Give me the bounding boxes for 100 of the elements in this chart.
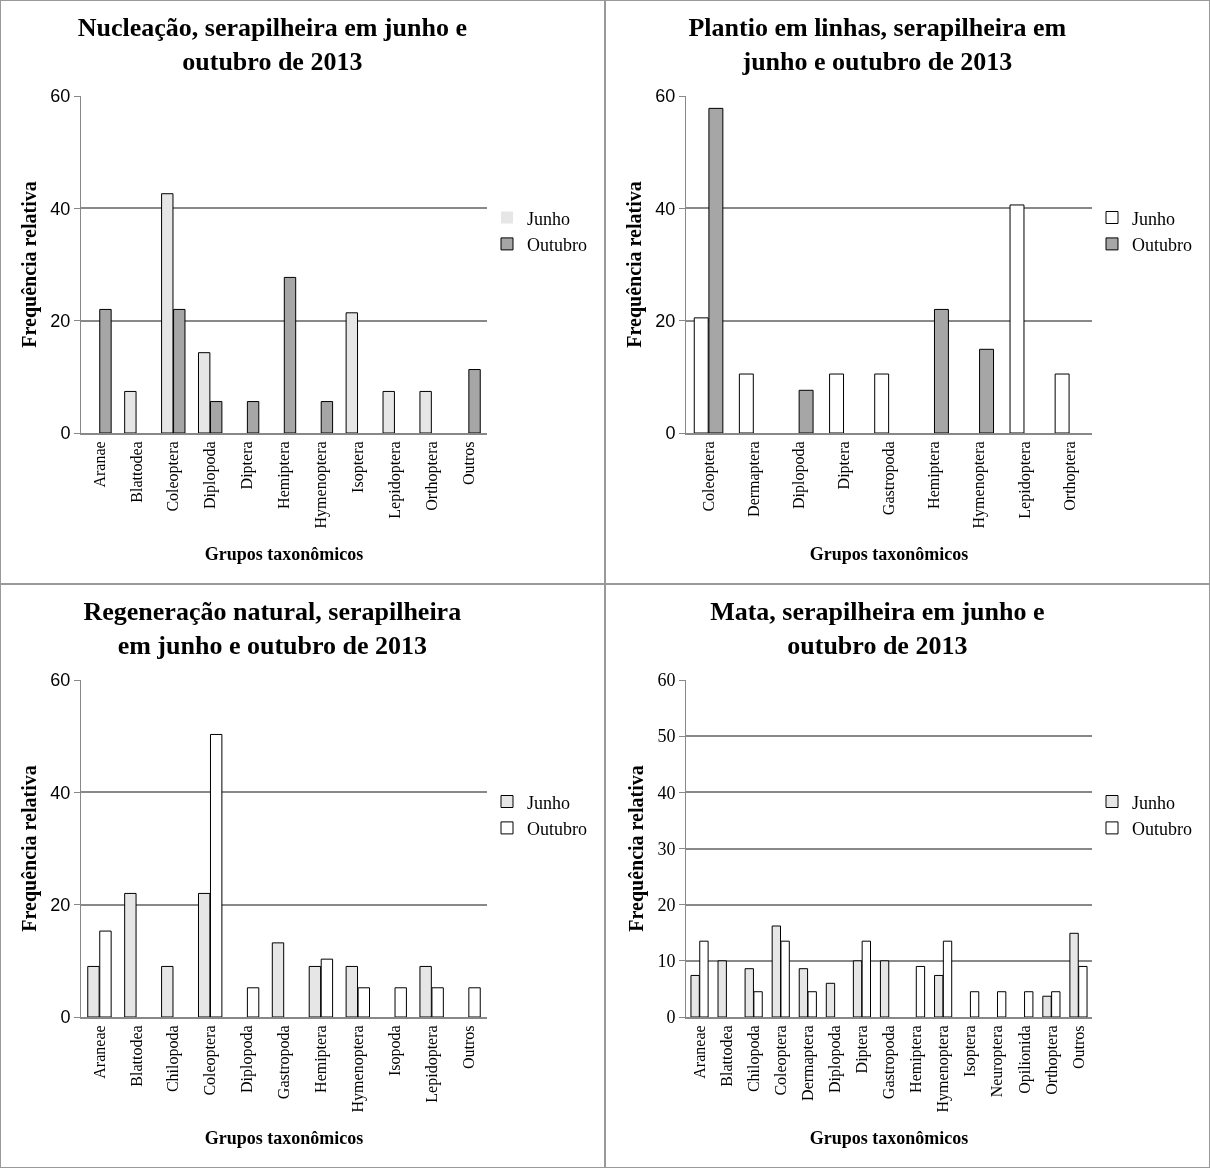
x-tick-label: Outros: [1069, 1025, 1087, 1069]
x-tick-label: Blattodea: [127, 441, 145, 503]
y-tick-label: 50: [657, 726, 676, 747]
y-tick-label: 30: [657, 838, 676, 859]
x-tick-label: Gastropoda: [880, 441, 899, 516]
bar: [419, 390, 432, 433]
y-tick-label: 60: [50, 86, 71, 107]
legend-label: Outubro: [1132, 234, 1192, 255]
bar: [161, 965, 174, 1017]
x-tick-label: Dermaptera: [799, 1025, 817, 1101]
bar: [798, 389, 814, 433]
bar: [1054, 373, 1070, 433]
y-tick-label: 20: [50, 310, 71, 331]
x-tick-label: Coleoptera: [771, 1025, 790, 1096]
x-tick-label: Orthoptera: [422, 441, 441, 511]
y-axis-title: Frequência relativa: [624, 765, 648, 932]
x-tick-label: Blattodea: [127, 1025, 145, 1087]
bar: [996, 991, 1007, 1017]
bar: [1024, 991, 1034, 1017]
y-tick-label: 60: [50, 670, 71, 691]
legend-label: Junho: [1132, 792, 1176, 813]
bar: [879, 960, 890, 1017]
bar: [915, 965, 926, 1017]
x-tick-label: Gastropoda: [275, 1025, 294, 1100]
x-tick-label: Isoptera: [349, 441, 368, 493]
x-tick-label: Diplopoda: [201, 441, 220, 509]
y-tick-label: 20: [657, 894, 676, 915]
x-tick-label: Hemiptera: [312, 1025, 331, 1093]
y-axis-title: Frequência relativa: [17, 181, 41, 348]
y-tick-label: 40: [655, 198, 676, 219]
chart-title: Nucleação, serapilheira em junho e outubro de 2013: [77, 12, 467, 76]
x-tick-label: Neuroptera: [988, 1025, 1007, 1098]
x-axis-title: Grupos taxonômicos: [204, 1128, 364, 1149]
x-tick-label: Dermaptera: [744, 441, 763, 517]
x-tick-label: Diptera: [853, 1025, 872, 1074]
bar: [468, 369, 481, 433]
y-tick-label: 40: [50, 198, 71, 219]
bar: [969, 991, 980, 1017]
bar: [717, 960, 727, 1017]
y-tick-label: 0: [666, 1007, 676, 1028]
bar: [124, 892, 137, 1017]
x-tick-label: Diplopoda: [826, 1025, 845, 1093]
x-tick-label: Outros: [459, 1025, 477, 1069]
legend-label: Outubro: [527, 234, 587, 255]
x-tick-label: Aranae: [90, 441, 108, 488]
legend-label: Junho: [527, 208, 571, 229]
x-tick-label: Diplopoda: [789, 441, 808, 509]
x-tick-label: Coleoptera: [164, 441, 183, 512]
bar: [738, 373, 754, 433]
y-tick-label: 60: [657, 670, 676, 691]
y-tick-label: 10: [657, 951, 676, 972]
bar: [271, 942, 285, 1017]
x-tick-label: Araneae: [90, 1025, 108, 1079]
y-tick-label: 0: [60, 423, 71, 444]
y-tick-label: 40: [50, 782, 71, 803]
x-tick-label: Outros: [459, 441, 477, 485]
x-tick-label: Orthoptera: [1042, 1025, 1061, 1095]
bar: [825, 982, 836, 1017]
x-axis-title: Grupos taxonômicos: [809, 544, 969, 565]
x-tick-label: Orthoptera: [1060, 441, 1079, 511]
y-tick-label: 0: [60, 1007, 71, 1028]
x-tick-label: Araneae: [690, 1025, 708, 1079]
bar: [874, 373, 890, 433]
x-tick-label: Diplopoda: [238, 1025, 257, 1093]
x-tick-label: Diptera: [835, 441, 854, 490]
y-axis-title: Frequência relativa: [622, 181, 646, 348]
y-tick-label: 60: [655, 86, 676, 107]
chart-title: Mata, serapilheira em junho e outubro de 2013: [710, 596, 1045, 660]
x-tick-label: Coleoptera: [699, 441, 718, 512]
x-axis-title: Grupos taxonômicos: [204, 544, 364, 565]
x-tick-label: Hemiptera: [925, 441, 944, 509]
x-tick-label: Chilopoda: [744, 1025, 763, 1093]
bar: [979, 348, 995, 433]
bar: [345, 312, 359, 433]
bar: [320, 401, 334, 433]
y-axis-title: Frequência relativa: [17, 765, 41, 932]
x-tick-label: Lepidoptera: [385, 441, 404, 519]
bar: [99, 308, 112, 433]
chart-title: Plantio em linhas, serapilheira em junho e outubro de 2013: [688, 12, 1067, 76]
x-axis-title: Grupos taxonômicos: [809, 1128, 969, 1149]
legend-label: Outubro: [1132, 818, 1192, 839]
legend-label: Junho: [1132, 208, 1176, 229]
y-tick-label: 20: [655, 310, 676, 331]
bar: [382, 390, 395, 433]
bar: [829, 373, 845, 433]
x-tick-label: Opilionida: [1015, 1025, 1034, 1094]
x-tick-label: Gastropoda: [880, 1025, 899, 1100]
y-tick-label: 0: [665, 423, 676, 444]
x-tick-label: Diptera: [238, 441, 257, 490]
bar: [246, 987, 260, 1017]
x-tick-label: Hemiptera: [907, 1025, 926, 1093]
x-tick-label: Blattodea: [717, 1025, 735, 1087]
x-tick-label: Hymenoptera: [970, 441, 989, 529]
x-tick-label: Lepidoptera: [1015, 441, 1034, 519]
x-tick-label: Hymenoptera: [349, 1025, 368, 1113]
x-tick-label: Lepidoptera: [422, 1025, 441, 1103]
legend-label: Junho: [527, 792, 571, 813]
x-tick-label: Hymenoptera: [312, 441, 331, 529]
x-tick-label: Chilopoda: [164, 1025, 183, 1093]
bar: [1009, 204, 1025, 433]
